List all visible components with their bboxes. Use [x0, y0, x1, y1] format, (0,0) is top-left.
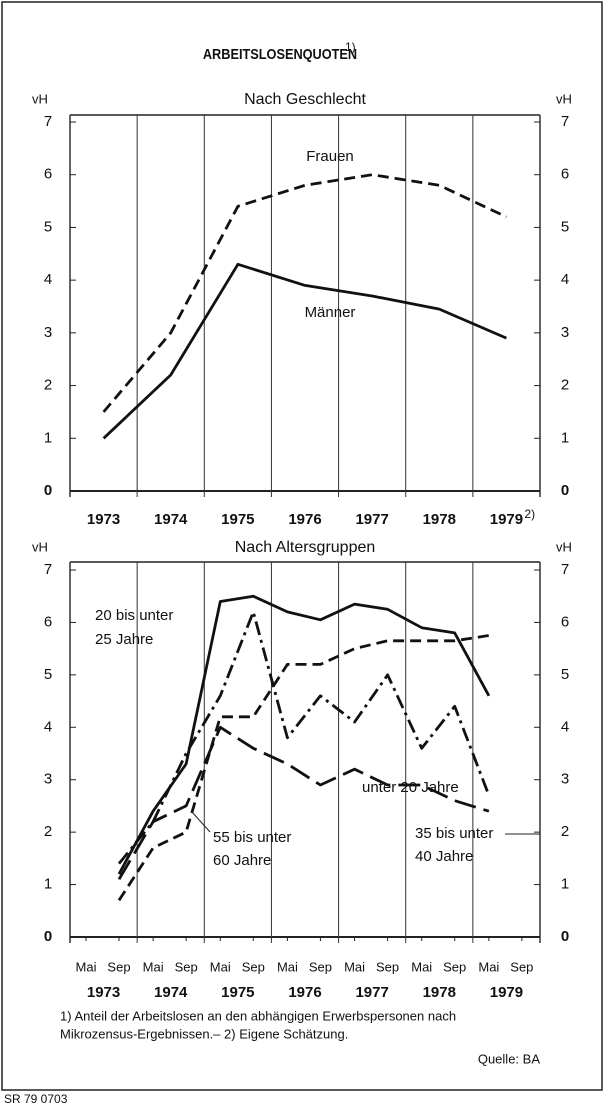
y-tick-label: 3: [44, 771, 52, 788]
y-tick-label: 0: [44, 928, 52, 945]
series-label: unter 20 Jahre: [362, 779, 459, 796]
series-line: [102, 173, 507, 413]
y-tick-label: 5: [561, 218, 569, 235]
x-tick-label: 1975: [221, 511, 254, 528]
x-tick-label: Sep: [175, 959, 198, 974]
y-tick-label: 0: [44, 482, 52, 499]
x-tick-label: 1979: [490, 511, 523, 528]
year-label: 1979: [490, 984, 523, 1001]
series-label: Männer: [305, 304, 356, 321]
y-tick-label: 2: [561, 823, 569, 840]
year-label: 1975: [221, 984, 254, 1001]
y-tick-label: 6: [44, 166, 52, 183]
x-tick-label: Mai: [143, 959, 164, 974]
y-tick-label: 1: [561, 876, 569, 893]
subtitle: Nach Altersgruppen: [235, 539, 376, 556]
series-line: [117, 610, 491, 865]
series-label: Frauen: [306, 148, 354, 165]
y-tick-label: 3: [561, 771, 569, 788]
source: Quelle: BA: [478, 1051, 540, 1066]
year-label: 1977: [355, 984, 388, 1001]
x-tick-label: Sep: [309, 959, 332, 974]
x-tick-label: Mai: [277, 959, 298, 974]
y-tick-label: 2: [561, 377, 569, 394]
y-tick-label: 3: [44, 324, 52, 341]
x-tick-label: Sep: [376, 959, 399, 974]
y-tick-label: 5: [44, 666, 52, 683]
y-tick-label: 6: [561, 613, 569, 630]
y-tick-label: 1: [44, 876, 52, 893]
frame: [1, 1, 603, 1091]
y-tick-label: 3: [561, 324, 569, 341]
y-tick-label: 0: [561, 482, 569, 499]
y-tick-label: 4: [561, 718, 569, 735]
series-line: [102, 262, 507, 440]
series-label: 25 Jahre: [95, 631, 153, 648]
x-tick-label: 1977: [355, 511, 388, 528]
x-tick-label: 1973: [87, 511, 120, 528]
x-tick-label: Mai: [411, 959, 432, 974]
series-label: 20 bis unter: [95, 607, 173, 624]
series-line: [117, 725, 490, 881]
y-tick-label: 7: [44, 113, 52, 130]
x-tick-label: Sep: [510, 959, 533, 974]
y-tick-label: 4: [44, 271, 52, 288]
year-label: 1976: [288, 984, 321, 1001]
x-tick-label: Mai: [210, 959, 231, 974]
year-label: 1973: [87, 984, 120, 1001]
series-label: 60 Jahre: [213, 852, 271, 869]
y-tick-label: 2: [44, 823, 52, 840]
y-tick-label: 5: [561, 666, 569, 683]
y-tick-label: 1: [44, 429, 52, 446]
series-line: [117, 634, 490, 902]
title-note: 1): [345, 40, 356, 54]
y-tick-label: 6: [44, 613, 52, 630]
y-axis-label: vH: [32, 539, 48, 554]
y-axis-label: vH: [556, 539, 572, 554]
series-label: 55 bis unter: [213, 829, 291, 846]
subtitle: Nach Geschlecht: [244, 91, 366, 108]
x-tick-label: Sep: [242, 959, 265, 974]
footnote: 1) Anteil der Arbeitslosen an den abhäng…: [60, 1008, 456, 1023]
y-tick-label: 4: [44, 718, 52, 735]
x-tick-label: Sep: [107, 959, 130, 974]
title: ARBEITSLOSENQUOTEN: [203, 45, 357, 62]
y-tick-label: 1: [561, 429, 569, 446]
y-axis-label: vH: [32, 91, 48, 106]
y-axis-label: vH: [556, 91, 572, 106]
y-tick-label: 7: [561, 561, 569, 578]
y-tick-label: 4: [561, 271, 569, 288]
y-tick-label: 7: [561, 113, 569, 130]
code: SR 79 0703: [4, 1092, 68, 1106]
footnote: Mikrozensus-Ergebnissen.– 2) Eigene Schä…: [60, 1026, 348, 1041]
y-tick-label: 7: [44, 561, 52, 578]
x-tick-label: Sep: [443, 959, 466, 974]
category-note: 2): [524, 507, 535, 521]
x-tick-label: Mai: [344, 959, 365, 974]
leader: [191, 811, 211, 833]
year-label: 1974: [154, 984, 188, 1001]
y-tick-label: 5: [44, 218, 52, 235]
y-tick-label: 2: [44, 377, 52, 394]
x-tick-label: 1976: [288, 511, 321, 528]
year-label: 1978: [423, 984, 456, 1001]
x-tick-label: 1974: [154, 511, 188, 528]
x-tick-label: Mai: [478, 959, 499, 974]
x-tick-label: 1978: [423, 511, 456, 528]
series-line: [117, 594, 491, 875]
x-tick-label: Mai: [76, 959, 97, 974]
y-tick-label: 6: [561, 166, 569, 183]
series-label: 35 bis unter: [415, 825, 493, 842]
y-tick-label: 0: [561, 928, 569, 945]
series-label: 40 Jahre: [415, 848, 473, 865]
